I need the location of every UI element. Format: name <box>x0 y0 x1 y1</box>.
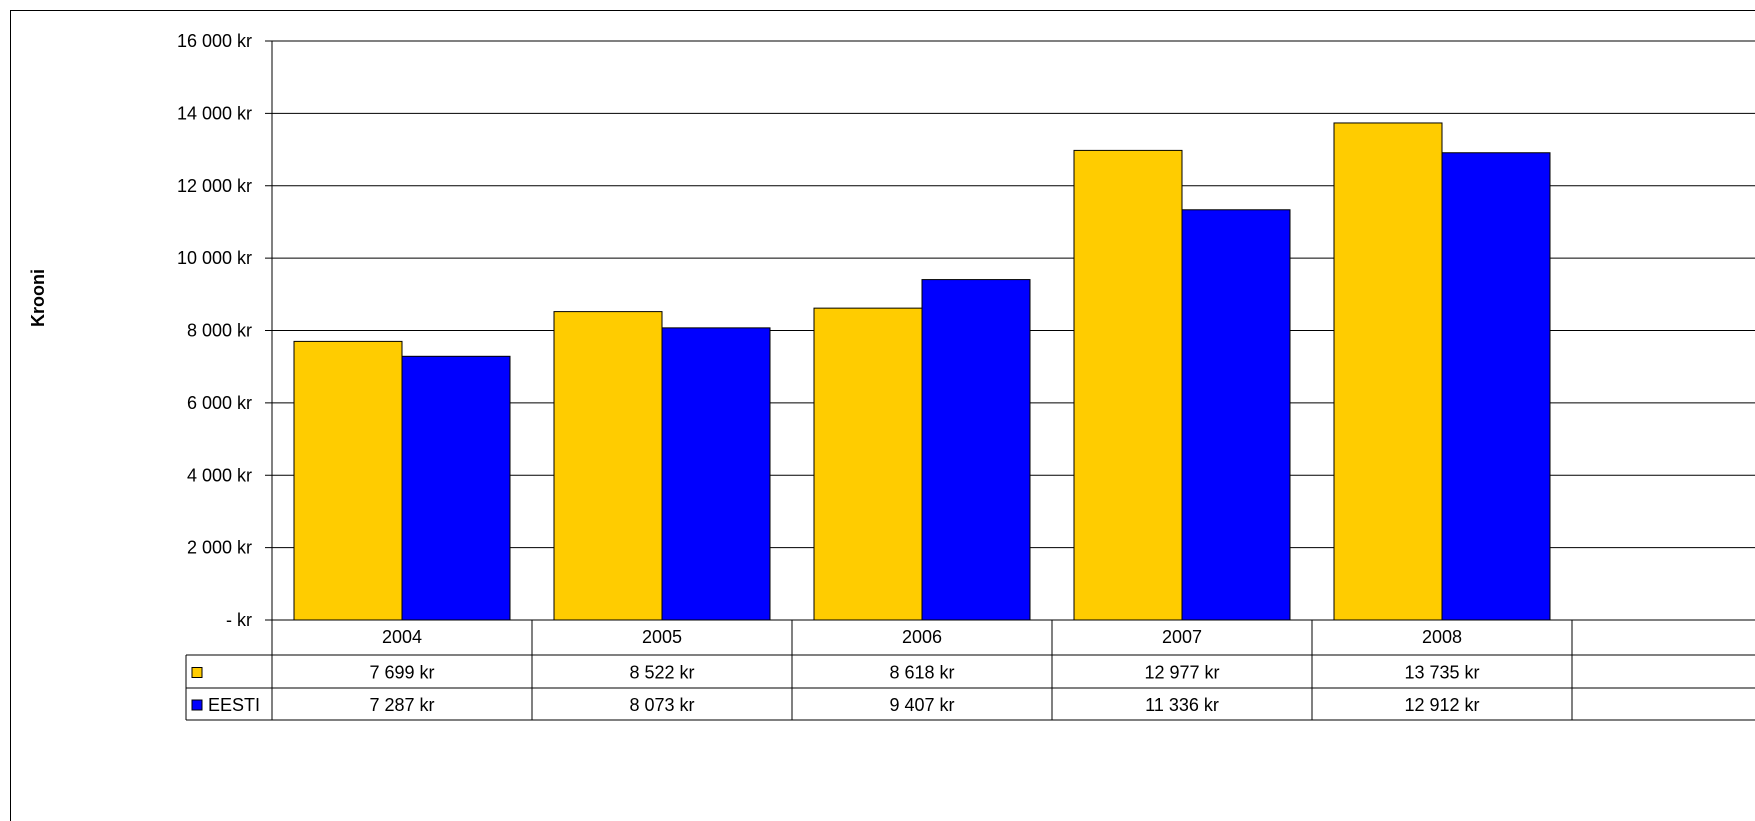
bar <box>1441 152 1551 621</box>
bar <box>921 279 1031 621</box>
data-label: 12 912 kr <box>1404 695 1479 715</box>
bar <box>293 340 403 621</box>
bar <box>813 307 923 621</box>
bars <box>293 122 1551 621</box>
y-tick-label: 8 000 kr <box>187 321 252 341</box>
data-label: 7 287 kr <box>369 695 434 715</box>
data-label: 8 618 kr <box>889 663 954 683</box>
legend-swatch <box>191 667 203 678</box>
data-label: 13 735 kr <box>1404 663 1479 683</box>
bar <box>1073 149 1183 621</box>
chart-frame <box>10 10 1755 821</box>
y-tick-label: - kr <box>226 610 252 630</box>
bar <box>1333 122 1443 621</box>
data-label: 8 073 kr <box>629 695 694 715</box>
data-label: 8 522 kr <box>629 663 694 683</box>
y-tick-label: 16 000 kr <box>177 31 252 51</box>
y-tick-label: 6 000 kr <box>187 393 252 413</box>
data-label: 11 336 kr <box>1145 695 1219 715</box>
bar <box>401 355 511 621</box>
bar <box>553 311 663 621</box>
x-tick-label: 2007 <box>1162 627 1202 647</box>
y-tick-label: 10 000 kr <box>177 248 252 268</box>
legend-label: EESTI <box>208 695 260 715</box>
y-tick-label: 4 000 kr <box>187 465 252 485</box>
x-tick-label: 2005 <box>642 627 682 647</box>
legend-swatch <box>191 699 203 711</box>
data-label: 9 407 kr <box>889 695 954 715</box>
data-label: 7 699 kr <box>369 663 434 683</box>
data-table: 2004 2005 2006 2007 2008 7 699 kr 8 522 kr 8 61… <box>185 619 1755 721</box>
bar <box>1181 209 1291 621</box>
x-tick-label: 2008 <box>1422 627 1462 647</box>
y-axis-label: Krooni <box>28 269 48 327</box>
data-label: 12 977 kr <box>1144 663 1219 683</box>
x-tick-label: 2004 <box>382 627 422 647</box>
y-tick-label: 2 000 kr <box>187 538 252 558</box>
y-tick-label: 14 000 kr <box>177 103 252 123</box>
y-tick-label: 12 000 kr <box>177 176 252 196</box>
axes: - kr 2 000 kr 4 000 kr 6 000 kr 8 000 kr 10 0… <box>177 31 1755 720</box>
bar <box>661 327 771 621</box>
x-tick-label: 2006 <box>902 627 942 647</box>
